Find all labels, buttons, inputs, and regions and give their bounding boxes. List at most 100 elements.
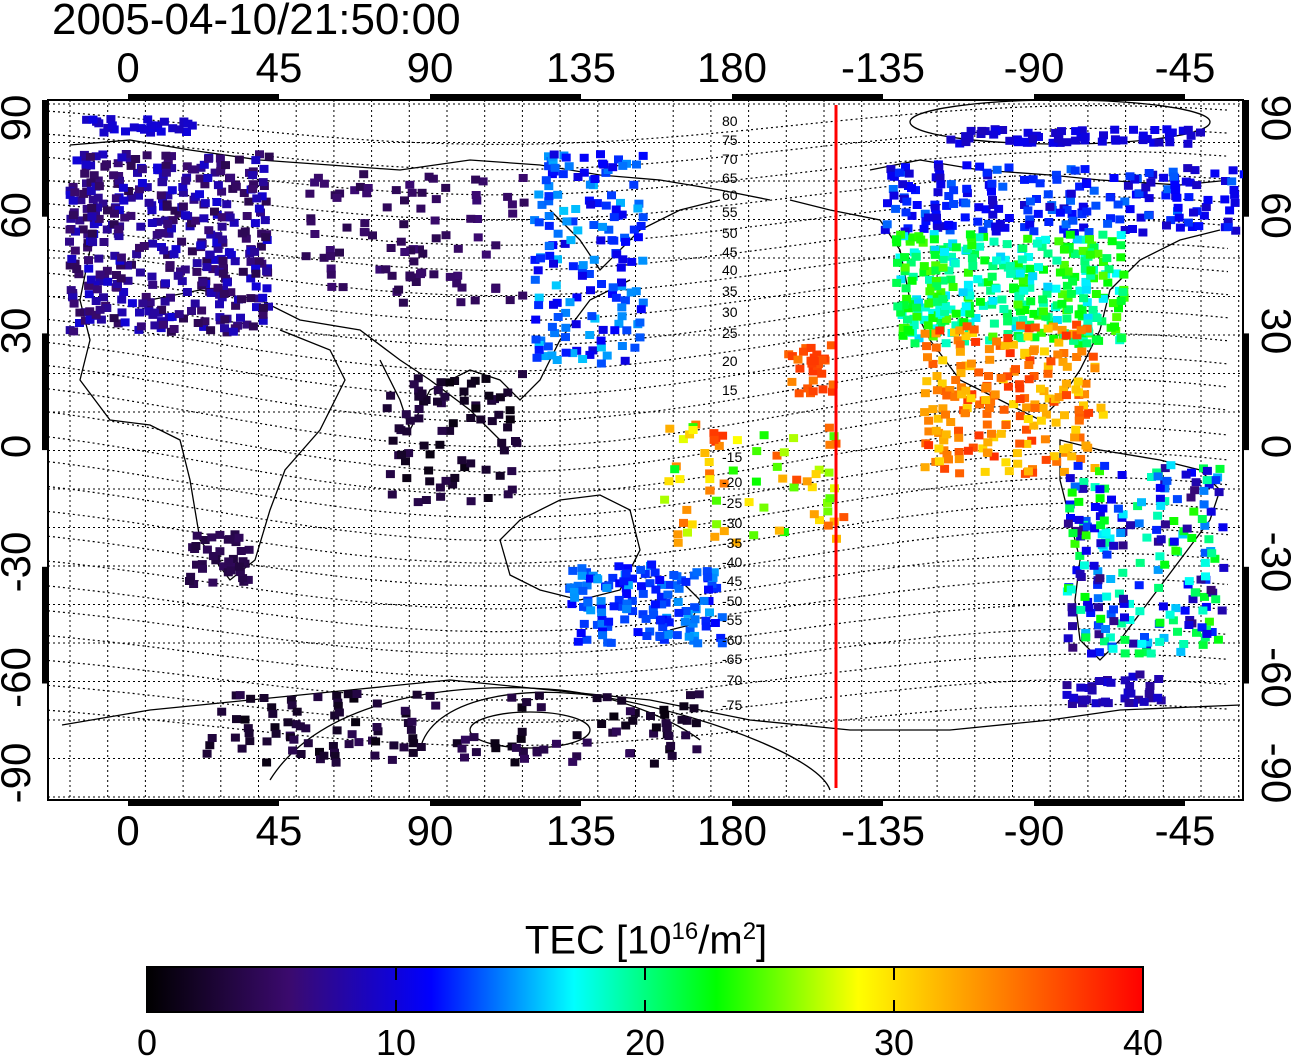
tec-cell — [680, 617, 690, 626]
tec-cell — [67, 254, 77, 263]
tec-cell — [452, 739, 462, 748]
tec-cell — [153, 163, 163, 172]
tec-cell — [441, 231, 451, 240]
tec-cell — [550, 329, 560, 338]
tec-cell — [1061, 220, 1071, 229]
tec-cell — [601, 201, 611, 210]
tec-cell — [338, 283, 348, 292]
tec-cell — [350, 186, 360, 195]
tec-cell — [1160, 520, 1170, 529]
tec-cell — [1125, 172, 1135, 181]
tec-cell — [1090, 364, 1100, 373]
tec-cell — [381, 265, 391, 274]
tec-cell — [1165, 138, 1175, 147]
tec-cell — [68, 289, 78, 297]
tec-cell — [611, 205, 621, 214]
tec-cell — [818, 385, 828, 394]
tec-cell — [564, 162, 574, 171]
tec-cell — [237, 744, 247, 753]
tec-cell — [74, 270, 84, 279]
tec-cell — [787, 377, 797, 386]
tec-cell — [1120, 635, 1130, 644]
tec-cell — [552, 356, 562, 364]
tec-cell — [705, 608, 714, 617]
tec-cell — [82, 115, 92, 124]
tec-cell — [693, 639, 703, 648]
tec-cell — [1065, 230, 1075, 239]
tec-cell — [431, 195, 441, 204]
tec-cell — [1130, 174, 1140, 183]
tec-cell — [481, 465, 491, 474]
tec-cell — [163, 250, 173, 259]
tec-cell — [633, 628, 643, 637]
tec-cell — [1109, 541, 1119, 550]
tec-cell — [1079, 294, 1089, 303]
tec-cell — [246, 257, 256, 266]
lon-tick-bottom: 180 — [697, 807, 767, 854]
tec-cell — [561, 348, 571, 357]
tec-cell — [1081, 379, 1091, 388]
tec-cell — [145, 298, 155, 307]
tec-cell — [573, 173, 583, 181]
tec-cell — [666, 741, 676, 750]
tec-cell — [1146, 694, 1156, 703]
tec-cell — [1066, 189, 1076, 198]
tec-cell — [633, 233, 643, 242]
tec-cell — [1067, 452, 1077, 461]
tec-cell — [530, 216, 540, 225]
tec-cell — [1025, 283, 1035, 292]
tec-cell — [749, 531, 759, 540]
tec-cell — [93, 176, 103, 185]
tec-cell — [1228, 166, 1238, 175]
tec-cell — [163, 219, 173, 228]
tec-cell — [1085, 250, 1095, 259]
tec-cell — [413, 498, 423, 507]
tec-cell — [112, 271, 121, 279]
contour-label: -65 — [722, 651, 742, 667]
tec-cell — [1073, 377, 1083, 386]
tec-cell — [559, 206, 569, 215]
tec-cell — [248, 171, 258, 180]
tec-cell — [166, 293, 175, 302]
tec-cell — [1052, 256, 1062, 265]
tec-cell — [1012, 449, 1022, 458]
tec-cell — [1105, 534, 1115, 543]
tec-cell — [582, 635, 592, 644]
tec-cell — [75, 216, 85, 225]
tec-cell — [415, 245, 424, 254]
tec-cell — [137, 179, 147, 187]
tec-cell — [616, 198, 625, 207]
tec-cell — [701, 622, 711, 631]
tec-cell — [459, 396, 469, 405]
tec-cell — [558, 170, 568, 179]
tec-cell — [435, 440, 445, 449]
tec-cell — [126, 211, 136, 220]
tec-cell — [118, 183, 128, 192]
tec-cell — [363, 184, 373, 192]
tec-cell — [1181, 177, 1191, 186]
tec-cell — [988, 332, 998, 341]
tec-cell — [718, 431, 728, 440]
tec-cell — [469, 733, 479, 742]
tec-cell — [1231, 226, 1241, 235]
tec-cell — [123, 276, 133, 285]
tec-cell — [1005, 349, 1015, 358]
tec-cell — [980, 256, 990, 265]
tec-cell — [170, 206, 180, 215]
tec-cell — [1100, 461, 1110, 470]
tec-cell — [937, 379, 947, 388]
tec-cell — [536, 703, 546, 712]
tec-cell — [213, 181, 223, 190]
tec-cell — [421, 396, 431, 404]
tec-cell — [808, 367, 818, 376]
tec-cell — [215, 300, 224, 309]
tec-cell — [1025, 276, 1035, 285]
tec-cell — [505, 415, 515, 424]
tec-cell — [1154, 138, 1164, 147]
tec-cell — [662, 724, 672, 733]
tec-cell — [208, 578, 218, 587]
tec-cell — [224, 557, 234, 566]
tec-cell — [1116, 529, 1126, 537]
tec-cell — [1011, 365, 1020, 374]
tec-cell — [905, 237, 915, 246]
